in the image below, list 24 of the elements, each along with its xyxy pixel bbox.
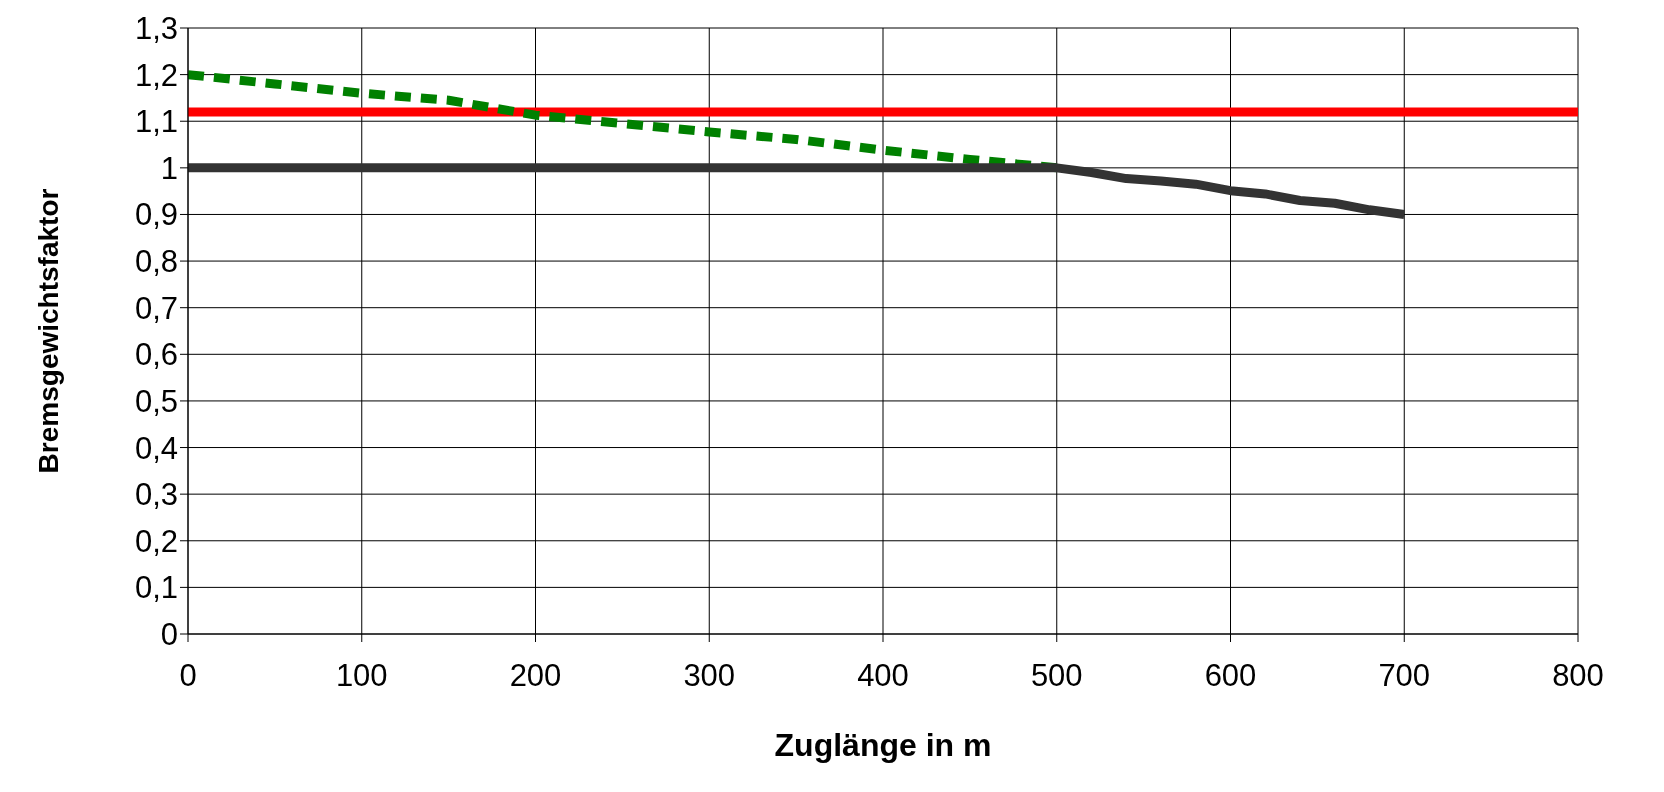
x-tick-label: 200	[509, 658, 562, 694]
y-tick-label: 0,9	[134, 197, 178, 233]
y-tick-label: 0,3	[134, 477, 178, 513]
y-tick-label: 0	[160, 617, 178, 653]
y-tick-label: 0,8	[134, 244, 178, 280]
x-tick-label: 600	[1204, 658, 1257, 694]
y-tick-label: 1,3	[134, 11, 178, 47]
x-tick-label: 100	[335, 658, 388, 694]
y-tick-label: 1,1	[134, 104, 178, 140]
y-tick-label: 0,1	[134, 570, 178, 606]
y-tick-label: 0,4	[134, 430, 178, 466]
x-tick-label: 500	[1030, 658, 1083, 694]
x-tick-label: 300	[683, 658, 736, 694]
y-tick-label: 0,6	[134, 337, 178, 373]
x-tick-label: 800	[1552, 658, 1604, 694]
y-tick-label: 1,2	[134, 57, 178, 93]
y-axis-title: Bremsgewichtsfaktor	[32, 188, 64, 474]
x-tick-label: 400	[857, 658, 909, 694]
y-tick-label: 0,7	[134, 290, 178, 326]
y-tick-label: 0,5	[134, 383, 178, 419]
x-tick-label: 700	[1378, 658, 1431, 694]
x-axis-title: Zuglänge in m	[774, 727, 992, 763]
y-tick-label: 1	[160, 150, 178, 186]
y-tick-label: 0,2	[134, 523, 178, 559]
